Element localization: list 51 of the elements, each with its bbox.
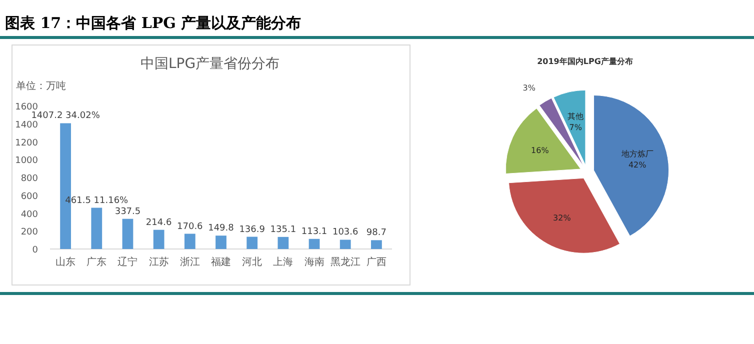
bar xyxy=(122,218,134,249)
x-tick-label: 福建 xyxy=(211,256,231,268)
data-label: 98.7 xyxy=(366,228,386,238)
data-label: 7% xyxy=(569,122,582,132)
data-label: 149.8 xyxy=(208,224,234,234)
y-tick-label: 0 xyxy=(32,246,38,256)
bar xyxy=(153,230,164,249)
x-tick-label: 山东 xyxy=(56,256,76,268)
y-axis-title: 单位：万吨 xyxy=(16,80,66,92)
data-label: 170.6 xyxy=(177,222,204,232)
data-label: 214.6 xyxy=(146,218,172,228)
bar xyxy=(308,238,320,249)
slice-label: 地方炼厂 xyxy=(620,150,654,159)
slice-label: 其他 xyxy=(568,112,584,121)
y-tick-label: 800 xyxy=(20,174,38,184)
y-tick-label: 600 xyxy=(20,192,38,202)
x-tick-label: 河北 xyxy=(242,256,262,268)
x-tick-label: 辽宁 xyxy=(118,256,138,268)
y-tick-label: 1200 xyxy=(15,138,38,148)
data-label: 32% xyxy=(553,214,572,223)
data-label: 337.5 xyxy=(114,206,141,217)
bar xyxy=(216,236,226,249)
x-tick-label: 江苏 xyxy=(148,256,169,268)
data-label: 16% xyxy=(531,146,550,155)
x-tick-label: 广西 xyxy=(366,256,386,268)
data-label: 42% xyxy=(628,160,647,170)
bar xyxy=(278,236,289,249)
data-label: 103.6 xyxy=(332,228,359,238)
data-label: 113.1 xyxy=(301,226,328,237)
text: 图表 17：中国各省 LPG 产量以及产能分布 xyxy=(5,14,302,32)
y-tick-label: 400 xyxy=(20,210,38,220)
data-label: 135.1 xyxy=(270,224,296,235)
bar xyxy=(91,208,102,249)
x-tick-label: 海南 xyxy=(304,256,324,268)
x-tick-label: 广东 xyxy=(86,256,107,268)
y-tick-label: 1000 xyxy=(15,156,38,166)
chart-title: 2019年国内LPG产量分布 xyxy=(537,57,633,66)
data-label: 136.9 xyxy=(239,224,266,235)
y-tick-label: 1600 xyxy=(15,102,38,112)
y-tick-label: 1400 xyxy=(15,120,38,130)
x-tick-label: 黑龙江 xyxy=(330,256,360,268)
y-tick-label: 200 xyxy=(20,228,38,238)
bar xyxy=(371,240,382,249)
data-label: 1407.2 34.02% xyxy=(31,111,100,122)
bar xyxy=(340,240,351,249)
x-tick-label: 浙江 xyxy=(180,256,200,268)
bar xyxy=(246,236,258,249)
data-label: 3% xyxy=(522,84,536,93)
bar xyxy=(184,234,196,249)
x-tick-label: 上海 xyxy=(273,256,294,268)
chart-title: 中国LPG产量省份分布 xyxy=(140,56,280,72)
